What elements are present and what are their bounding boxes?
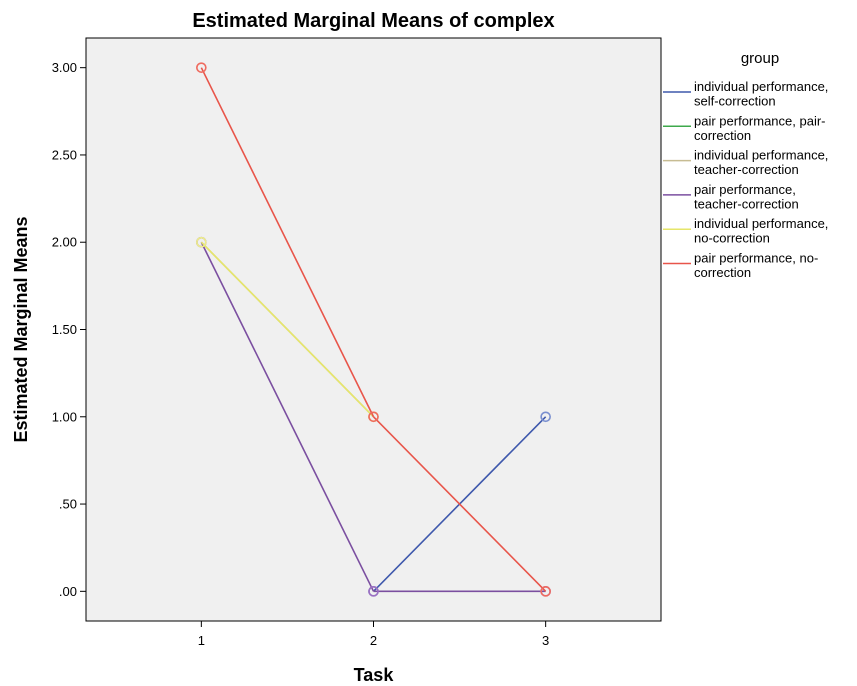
y-tick-label: 2.00 xyxy=(52,235,77,250)
legend-label: individual performance, teacher-correctio… xyxy=(694,148,828,178)
series-layer xyxy=(196,62,551,597)
legend-item: individual performance, teacher-correctio… xyxy=(663,148,828,178)
series-line-segment xyxy=(200,67,375,418)
data-point xyxy=(540,411,551,423)
series-line-segment xyxy=(200,241,375,592)
x-axis-title: Task xyxy=(354,665,395,685)
y-tick-label: .50 xyxy=(59,497,77,512)
y-tick-label: .00 xyxy=(59,584,77,599)
data-point xyxy=(540,586,551,597)
data-point xyxy=(368,586,379,597)
y-axis: .00 .50 1.00 1.50 2.00 2.50 3.00 xyxy=(52,60,86,599)
series-6 xyxy=(196,62,551,597)
legend: group individual performance, self-correc… xyxy=(663,50,828,280)
legend-item: pair performance, pair-correction xyxy=(663,113,826,143)
legend-item: individual performance, self-correction xyxy=(663,79,828,109)
legend-item: pair performance, teacher-correction xyxy=(663,182,799,212)
legend-label: pair performance, pair-correction xyxy=(694,113,826,143)
x-tick-label: 2 xyxy=(370,633,377,648)
legend-label: individual performance, no-correction xyxy=(694,216,828,246)
y-axis-title: Estimated Marginal Means xyxy=(11,216,31,442)
y-tick-label: 1.50 xyxy=(52,322,77,337)
series-line-segment xyxy=(200,241,375,418)
legend-item: pair performance, no-correction xyxy=(663,251,818,281)
legend-title: group xyxy=(741,50,779,67)
x-tick-label: 3 xyxy=(542,633,549,648)
series-line-segment xyxy=(372,416,547,592)
plot-area xyxy=(85,37,662,622)
data-point xyxy=(368,411,379,423)
legend-item: individual performance, no-correction xyxy=(663,216,828,246)
y-tick-label: 3.00 xyxy=(52,60,77,75)
x-axis: 1 2 3 xyxy=(198,621,549,648)
x-tick-label: 1 xyxy=(198,633,205,648)
data-point xyxy=(196,236,207,248)
legend-label: pair performance, teacher-correction xyxy=(694,182,799,212)
y-tick-label: 2.50 xyxy=(52,147,77,162)
y-tick-label: 1.00 xyxy=(52,409,77,424)
chart-title: Estimated Marginal Means of complex xyxy=(192,10,554,32)
legend-label: individual performance, self-correction xyxy=(694,79,828,109)
legend-label: pair performance, no-correction xyxy=(694,251,818,281)
data-point xyxy=(196,62,207,73)
